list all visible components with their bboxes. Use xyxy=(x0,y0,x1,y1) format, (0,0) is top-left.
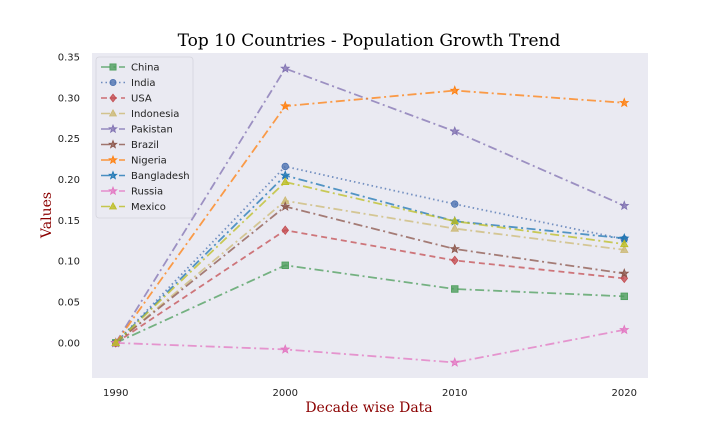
legend: China India USA Indonesia Pakistan Brazil Nige… xyxy=(95,56,194,219)
data-point-brazil xyxy=(280,201,291,211)
data-point-mexico xyxy=(450,216,460,225)
legend-label: Mexico xyxy=(131,202,166,213)
legend-marker xyxy=(108,201,118,210)
series-layer xyxy=(110,63,630,367)
legend-label: Indonesia xyxy=(131,109,179,120)
series-line-russia xyxy=(115,328,625,364)
x-tick-label: 2020 xyxy=(612,388,637,399)
y-tick-label: 0.25 xyxy=(58,134,80,145)
y-axis-label: Values xyxy=(39,192,55,239)
x-axis-ticks: 1990 2000 2010 2020 xyxy=(103,388,637,399)
legend-marker xyxy=(109,93,117,103)
y-tick-label: 0.10 xyxy=(58,257,80,268)
legend-label: Nigeria xyxy=(131,156,167,167)
y-tick-label: 0.05 xyxy=(58,298,80,309)
legend-item-mexico: Mexico xyxy=(101,201,166,213)
x-tick-label: 1990 xyxy=(103,388,128,399)
data-point-russia xyxy=(449,357,460,367)
legend-item-bangladesh: Bangladesh xyxy=(101,170,190,182)
data-point-pakistan xyxy=(619,200,630,211)
data-point-pakistan xyxy=(280,63,291,73)
data-point-mexico xyxy=(111,338,121,346)
legend-marker xyxy=(108,108,118,117)
data-point-indonesia xyxy=(619,245,629,253)
data-point-china xyxy=(281,261,289,270)
data-point-india xyxy=(451,200,459,208)
legend-marker xyxy=(109,79,117,87)
legend-marker xyxy=(108,185,118,196)
series-line-bangladesh xyxy=(115,174,625,344)
series-mexico xyxy=(111,177,629,346)
data-point-nigeria xyxy=(449,85,460,95)
legend-item-pakistan: Pakistan xyxy=(101,123,173,136)
data-point-china xyxy=(620,292,628,301)
data-point-russia xyxy=(280,343,291,354)
y-tick-label: 0.00 xyxy=(58,338,80,349)
data-point-brazil xyxy=(619,268,630,278)
legend-label: China xyxy=(131,63,160,74)
series-line-pakistan xyxy=(114,67,625,344)
legend-item-china: China xyxy=(101,63,160,74)
data-point-mexico xyxy=(280,177,290,186)
data-point-nigeria xyxy=(619,97,630,108)
y-axis-ticks: 0.00 0.05 0.10 0.15 0.20 0.25 0.30 0.35 xyxy=(58,53,80,350)
y-tick-label: 0.35 xyxy=(58,53,80,64)
x-axis-label: Decade wise Data xyxy=(305,400,432,416)
legend-marker xyxy=(108,154,118,165)
data-point-indonesia xyxy=(450,223,460,232)
data-point-usa xyxy=(450,255,459,266)
legend-box xyxy=(95,56,194,219)
data-point-india xyxy=(281,162,289,171)
legend-label: Brazil xyxy=(131,140,159,151)
legend-label: Russia xyxy=(131,187,163,198)
data-point-usa xyxy=(281,225,290,235)
x-tick-label: 2010 xyxy=(442,388,467,399)
legend-marker xyxy=(108,139,118,149)
legend-item-indonesia: Indonesia xyxy=(101,108,179,120)
data-point-pakistan xyxy=(449,125,460,136)
data-point-nigeria xyxy=(280,100,291,111)
legend-marker xyxy=(108,123,118,134)
legend-item-india: India xyxy=(101,78,156,89)
y-tick-label: 0.30 xyxy=(58,93,80,104)
legend-marker xyxy=(109,63,117,71)
data-point-russia xyxy=(619,324,630,335)
legend-label: USA xyxy=(131,94,152,105)
legend-label: Pakistan xyxy=(131,125,173,136)
legend-item-brazil: Brazil xyxy=(101,139,159,151)
series-line-brazil xyxy=(115,205,625,344)
series-line-china xyxy=(115,264,625,344)
x-tick-label: 2000 xyxy=(273,388,298,399)
series-line-indonesia xyxy=(115,199,625,344)
legend-label: Bangladesh xyxy=(131,171,190,182)
legend-marker xyxy=(108,170,118,180)
series-line-usa xyxy=(115,229,625,344)
legend-item-russia: Russia xyxy=(101,185,163,198)
y-tick-label: 0.20 xyxy=(58,175,80,186)
legend-item-usa: USA xyxy=(101,93,152,105)
data-point-china xyxy=(451,285,459,293)
series-line-nigeria xyxy=(114,89,625,344)
data-point-brazil xyxy=(449,243,460,254)
legend-label: India xyxy=(131,78,156,89)
y-tick-label: 0.15 xyxy=(58,216,80,227)
series-line-india xyxy=(115,165,625,344)
data-point-mexico xyxy=(619,239,629,248)
legend-item-nigeria: Nigeria xyxy=(101,154,167,167)
chart-title: Top 10 Countries - Population Growth Tre… xyxy=(178,31,561,51)
series-line-mexico xyxy=(115,181,625,344)
